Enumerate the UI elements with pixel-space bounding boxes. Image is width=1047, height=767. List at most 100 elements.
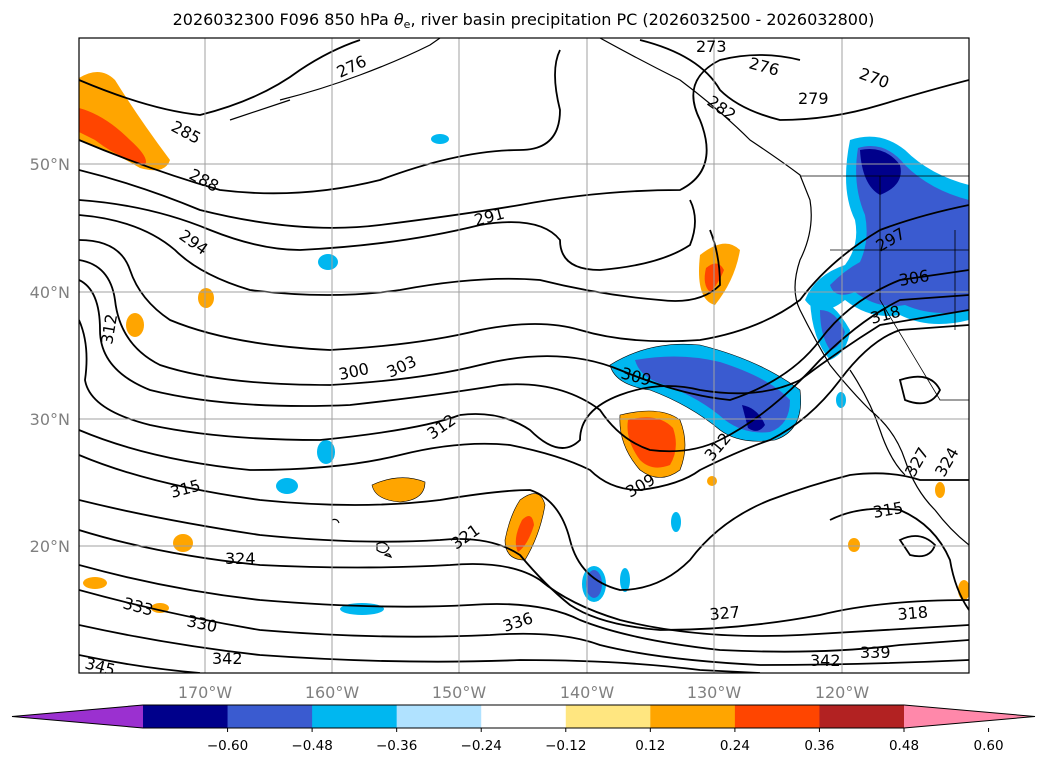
blue-cell-160w-north — [318, 254, 338, 270]
orange-cell-170w — [198, 288, 214, 308]
lon-label: 150°W — [432, 683, 487, 702]
blue-cell-162w — [276, 478, 298, 494]
contour-label: 273 — [696, 37, 727, 56]
lat-label: 20°N — [30, 537, 70, 556]
red-anomaly-aleutians — [79, 108, 146, 165]
blue-anomaly-california-inner — [820, 310, 845, 350]
precip-shading — [79, 71, 969, 615]
contour-label: 342 — [810, 651, 841, 670]
contour-label: 324 — [225, 549, 256, 568]
orange-cell-110w — [935, 482, 945, 498]
colorbar-segment — [819, 705, 905, 728]
colorbar-tick-label: 0.24 — [720, 738, 750, 754]
colorbar-segment — [312, 705, 398, 728]
colorbar-tick-label: −0.48 — [291, 738, 332, 754]
colorbar-segment — [481, 705, 567, 728]
contour-288 — [79, 54, 801, 229]
colorbar-segment — [734, 705, 820, 728]
contour-336 — [79, 589, 969, 666]
colorbar: −0.60 −0.48 −0.36 −0.24 −0.12 0.12 0.24 0.36 0.4… — [11, 704, 1036, 754]
lon-label: 140°W — [560, 683, 615, 702]
contour-291 — [79, 199, 696, 271]
contour-294 — [79, 214, 721, 302]
map-frame — [78, 37, 970, 674]
blue-cell-160w — [317, 440, 335, 464]
contour-342 — [79, 624, 761, 673]
orange-cell-east — [958, 580, 969, 600]
contour-label: 339 — [860, 643, 891, 662]
colorbar-tick-label: −0.12 — [545, 738, 586, 754]
baja-california — [849, 369, 906, 476]
contour-303 — [79, 279, 969, 453]
contour-318 — [79, 499, 969, 631]
orange-anomaly-153w — [372, 477, 425, 502]
hawaii-islands — [331, 518, 393, 558]
alaska-coast — [279, 38, 441, 101]
blue-cell-baja — [836, 392, 846, 408]
contour-345 — [79, 654, 201, 673]
contour-315-east — [829, 507, 969, 611]
contour-297 — [79, 204, 969, 351]
colorbar-tick-label: 0.48 — [889, 738, 919, 754]
alaska-peninsula — [229, 99, 291, 121]
orange-cell-172w — [173, 534, 193, 552]
blue-cell-135w — [671, 512, 681, 532]
colorbar-segment — [396, 705, 482, 728]
lat-label: 30°N — [30, 410, 70, 429]
contour-324 — [79, 529, 969, 637]
colorbar-tick-label: 0.60 — [974, 738, 1004, 754]
blue-cell-gulf — [431, 134, 449, 144]
lon-label: 130°W — [687, 683, 742, 702]
red-anomaly-145w — [515, 516, 534, 552]
colorbar-segment — [650, 705, 736, 728]
blue-anomaly-pnw-core — [860, 149, 901, 195]
latitude-labels: 50°N 40°N 30°N 20°N — [30, 155, 70, 556]
blue-anomaly-pnw-inner — [830, 146, 969, 314]
contour-closed-mexico — [898, 535, 937, 558]
orange-cell-175w — [126, 313, 144, 337]
map-background — [79, 38, 969, 673]
borders — [800, 175, 969, 401]
colorbar-extend-high — [904, 705, 1035, 728]
contour-label: 345 — [83, 654, 117, 680]
colorbar-segment — [565, 705, 651, 728]
colorbar-tick-label: −0.36 — [376, 738, 417, 754]
contour-label: 318 — [897, 602, 929, 624]
contour-330 — [79, 564, 969, 653]
colorbar-tick-label: −0.24 — [461, 738, 502, 754]
lon-label: 160°W — [305, 683, 360, 702]
colorbar-outline — [11, 704, 1036, 729]
longitude-labels: 170°W 160°W 150°W 140°W 130°W 120°W — [178, 683, 870, 702]
colorbar-segment — [143, 705, 229, 728]
blue-cell-137w — [620, 568, 630, 592]
lon-label: 120°W — [815, 683, 870, 702]
colorbar-extend-low — [12, 705, 143, 728]
colorbar-tick-label: 0.12 — [635, 738, 665, 754]
colorbar-segment — [227, 705, 313, 728]
lat-label: 40°N — [30, 283, 70, 302]
gridlines — [79, 38, 969, 673]
orange-cell-178w — [83, 577, 107, 589]
precip-outlines — [371, 343, 801, 561]
contour-closed-baja — [898, 375, 942, 405]
lon-label: 170°W — [178, 683, 233, 702]
red-anomaly-central — [627, 417, 676, 468]
blue-cell-140w-inner — [586, 570, 602, 598]
contour-label: 342 — [212, 649, 243, 668]
contour-label: 279 — [798, 89, 829, 108]
contour-label: 327 — [709, 602, 741, 624]
contour-306 — [79, 309, 969, 449]
contour-270-north — [639, 39, 969, 121]
contour-276-west — [79, 39, 361, 116]
contour-315 — [79, 454, 969, 591]
orange-cell-mexico — [848, 538, 860, 552]
chart-title: 2026032300 F096 850 hPa θe, river basin … — [172, 10, 875, 31]
orange-anomaly-aleutians — [79, 71, 170, 171]
colorbar-tick-label: −0.60 — [207, 738, 248, 754]
contour-285 — [79, 49, 561, 195]
colorbar-tick-label: 0.36 — [804, 738, 834, 754]
contour-300 — [79, 259, 969, 401]
state-border-1 — [879, 176, 969, 401]
lat-label: 50°N — [30, 155, 70, 174]
